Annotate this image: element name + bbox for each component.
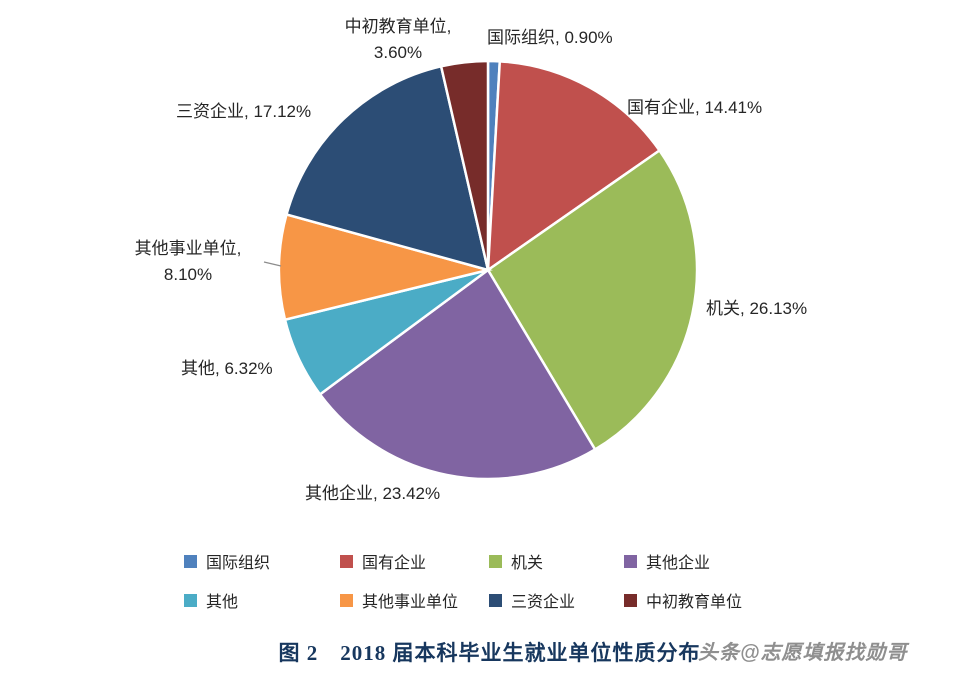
legend-swatch-icon (184, 554, 197, 568)
legend-label: 国际组织 (206, 555, 271, 572)
legend-label: 其他企业 (646, 555, 711, 572)
pie-slice-7 (439, 59, 490, 271)
legend-label: 其他事业单位 (362, 594, 459, 611)
legend-label: 机关 (511, 555, 544, 572)
pie-slice-2 (486, 148, 699, 452)
pie-slice-3 (318, 268, 597, 481)
legend-item-2: 机关 (489, 549, 624, 573)
legend-item-5: 其他事业单位 (340, 588, 489, 612)
legend-item-3: 其他企业 (624, 549, 824, 573)
legend-item-7: 中初教育单位 (624, 588, 824, 612)
pie-slice-1 (486, 60, 662, 273)
legend-item-6: 三资企业 (489, 588, 624, 612)
slice-label-foreign-funded-enterprise: 三资企业, 17.12% (176, 102, 312, 121)
slice-label-international-org: 国际组织, 0.90% (487, 28, 613, 47)
legend-swatch-icon (624, 593, 637, 607)
slice-label-other: 其他, 6.32% (181, 359, 273, 378)
legend-swatch-icon (489, 554, 502, 568)
pie-slice-6 (284, 64, 490, 272)
slice-label-other-enterprise: 其他企业, 23.42% (305, 484, 441, 503)
pie-slices (277, 59, 699, 481)
figure-caption: 图 2 2018 届本科毕业生就业单位性质分布 (278, 641, 701, 665)
watermark-text: 头条@志愿填报找勋哥 (698, 642, 908, 664)
legend-label: 中初教育单位 (646, 594, 743, 611)
legend-label: 国有企业 (362, 555, 427, 572)
legend-swatch-icon (340, 593, 353, 607)
legend-label: 其他 (206, 594, 239, 611)
label-leader-line (263, 261, 282, 267)
slice-label-other-public-institution: 其他事业单位, 8.10% (134, 239, 242, 284)
legend-item-0: 国际组织 (184, 549, 340, 573)
pie-slice-5 (277, 212, 493, 322)
slice-label-state-owned-enterprise: 国有企业, 14.41% (627, 98, 763, 117)
legend-swatch-icon (340, 554, 353, 568)
slice-label-primary-secondary-education: 中初教育单位, 3.60% (344, 17, 452, 62)
slice-label-government-agency: 机关, 26.13% (706, 299, 808, 318)
chart-legend: 国际组织 国有企业 机关 其他企业其他 其他事业单位 三资企业 中初教育单位 (184, 549, 824, 612)
legend-swatch-icon (624, 554, 637, 568)
legend-swatch-icon (489, 593, 502, 607)
legend-swatch-icon (184, 593, 197, 607)
legend-label: 三资企业 (511, 594, 576, 611)
legend-item-4: 其他 (184, 588, 340, 612)
legend-item-1: 国有企业 (340, 549, 489, 573)
